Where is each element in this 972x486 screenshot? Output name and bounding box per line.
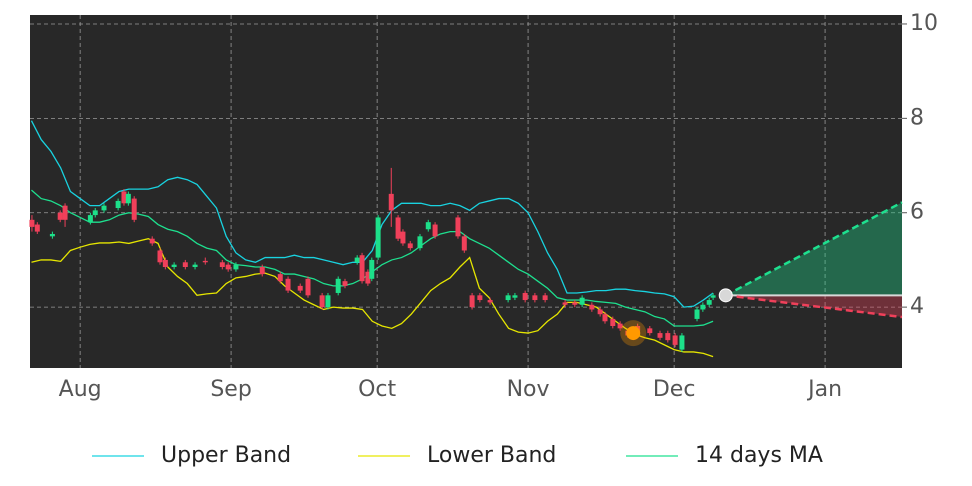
y-tick-label: 4 bbox=[910, 294, 924, 319]
candle-body bbox=[407, 243, 413, 249]
candle-body bbox=[477, 295, 483, 301]
candle-body bbox=[101, 205, 107, 211]
candle-body bbox=[395, 217, 401, 239]
candle-body bbox=[57, 212, 63, 220]
candle-body bbox=[92, 210, 98, 216]
candle-body bbox=[694, 309, 700, 319]
candle-body bbox=[285, 278, 291, 291]
candle-body bbox=[589, 304, 595, 310]
candle-body bbox=[562, 302, 568, 305]
x-tick-label: Aug bbox=[59, 377, 102, 402]
candle-body bbox=[461, 236, 467, 251]
candle-body bbox=[425, 222, 431, 230]
candle-body bbox=[505, 295, 511, 301]
candle-body bbox=[617, 323, 623, 329]
candle-body bbox=[354, 257, 360, 263]
candle-body bbox=[375, 217, 381, 258]
candle-body bbox=[219, 262, 225, 268]
candle-body bbox=[125, 193, 131, 204]
plot-area bbox=[30, 15, 902, 368]
candle-body bbox=[162, 259, 168, 268]
candle-body bbox=[417, 236, 423, 249]
band-line bbox=[30, 120, 714, 308]
candle-body bbox=[121, 191, 127, 204]
candle-body bbox=[192, 264, 198, 268]
candle-body bbox=[602, 314, 608, 322]
candle-body bbox=[34, 224, 40, 232]
candle-body bbox=[679, 335, 685, 350]
candle-body bbox=[319, 295, 325, 308]
candle-body bbox=[49, 233, 55, 237]
candle-body bbox=[115, 200, 121, 209]
candle-body bbox=[512, 295, 518, 298]
candle-body bbox=[359, 255, 365, 282]
candle-body bbox=[455, 217, 461, 237]
x-tick-label: Nov bbox=[507, 377, 550, 402]
signal-marker bbox=[626, 326, 641, 341]
candle-body bbox=[29, 219, 35, 227]
candle-body bbox=[597, 309, 603, 315]
candle-body bbox=[171, 264, 177, 268]
candle-body bbox=[149, 238, 155, 244]
candle-body bbox=[487, 300, 493, 303]
candle-body bbox=[182, 262, 188, 268]
candle-body bbox=[432, 224, 438, 237]
candle-body bbox=[657, 333, 663, 338]
candle-body bbox=[542, 295, 548, 301]
y-tick-label: 6 bbox=[910, 200, 924, 225]
y-tick-label: 8 bbox=[910, 105, 924, 130]
candle-body bbox=[325, 295, 331, 308]
candle-body bbox=[277, 274, 283, 282]
candle-body bbox=[388, 193, 394, 211]
candle-body bbox=[157, 250, 163, 263]
forecast-up bbox=[725, 201, 903, 297]
candle-body bbox=[400, 231, 406, 244]
candle-body bbox=[522, 292, 528, 301]
x-tick-label: Sep bbox=[210, 377, 251, 402]
candle-body bbox=[369, 259, 375, 279]
candle-body bbox=[233, 264, 239, 270]
legend-label: Upper Band bbox=[161, 443, 291, 468]
candle-body bbox=[710, 295, 716, 298]
candle-body bbox=[225, 264, 231, 270]
candle-body bbox=[305, 278, 311, 296]
legend-label: Lower Band bbox=[427, 443, 556, 468]
candle-body bbox=[87, 215, 93, 223]
candle-body bbox=[335, 278, 341, 293]
candle-body bbox=[665, 333, 671, 341]
legend-label: 14 days MA bbox=[695, 443, 823, 468]
candle-body bbox=[647, 328, 653, 334]
x-tick-label: Oct bbox=[358, 377, 396, 402]
candle-body bbox=[610, 318, 616, 326]
y-tick-label: 10 bbox=[910, 11, 938, 36]
candle-body bbox=[532, 295, 538, 301]
candle-body bbox=[579, 297, 585, 305]
candle-body bbox=[365, 271, 371, 284]
candle-body bbox=[259, 267, 265, 275]
candle-body bbox=[62, 205, 68, 220]
candle-body bbox=[131, 198, 137, 220]
candle-body bbox=[700, 304, 706, 310]
candle-body bbox=[202, 260, 208, 263]
last-price-marker bbox=[718, 288, 733, 303]
candle-body bbox=[469, 295, 475, 308]
candle-body bbox=[672, 335, 678, 345]
candle-body bbox=[572, 302, 578, 305]
forecast-down bbox=[725, 294, 903, 319]
candle-body bbox=[342, 281, 348, 286]
candle-body bbox=[297, 285, 303, 291]
x-tick-label: Dec bbox=[653, 377, 696, 402]
candle-body bbox=[706, 300, 712, 305]
x-tick-label: Jan bbox=[806, 377, 842, 402]
